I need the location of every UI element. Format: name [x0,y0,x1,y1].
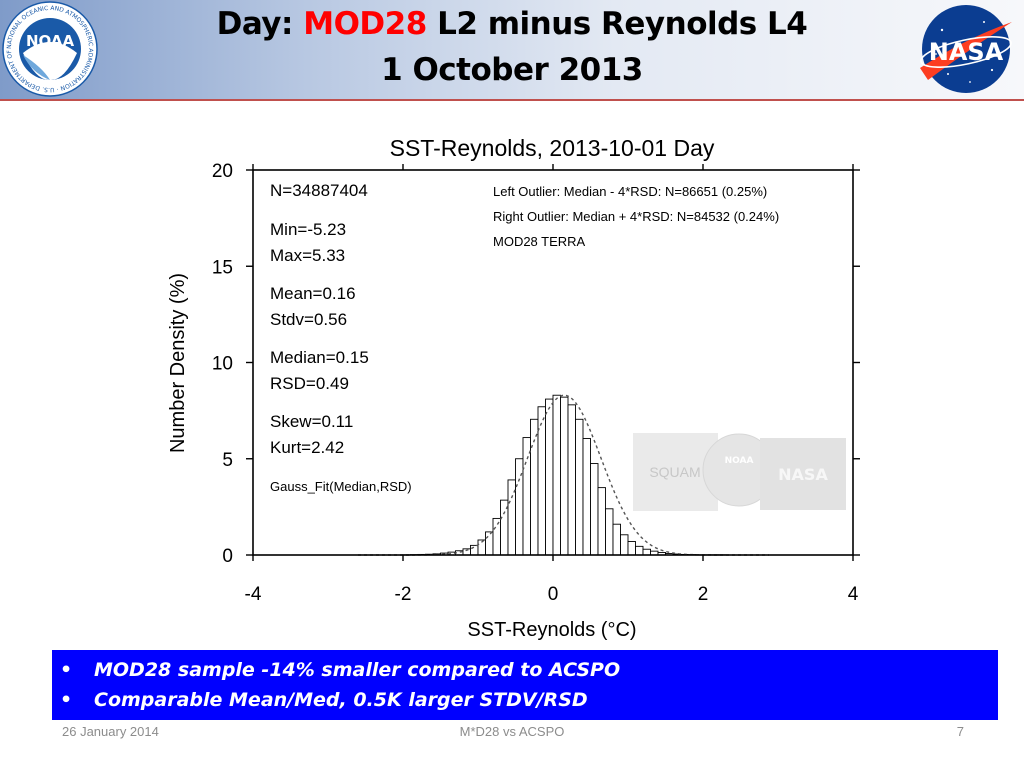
stat-label: Stdv=0.56 [270,310,347,329]
slide-header [0,0,1024,100]
nasa-watermark-text: NASA [778,465,828,484]
nasa-watermark-logo [760,438,846,510]
histogram-bar [492,517,501,556]
chart-title: SST-Reynolds, 2013-10-01 Day [390,135,715,161]
bullet-marker: • [60,689,73,711]
stat-label: N=34887404 [270,181,368,200]
stat-label: Mean=0.16 [270,284,356,303]
bullet-item: • Comparable Mean/Med, 0.5K larger STDV/R… [60,689,588,711]
histogram-bar [620,534,629,556]
stat-label: Min=-5.23 [270,220,346,239]
stat-label: Skew=0.11 [270,412,353,431]
bullet-item: • MOD28 sample -14% smaller compared to A… [60,659,620,681]
page-number: 7 [956,724,964,739]
stats-block: N=34887404 Min=-5.23 Max=5.33 Mean=0.16 Stdv… [270,181,412,494]
bullet-text: MOD28 sample -14% smaller compared to AC… [94,659,621,681]
annotation-text: MOD28 TERRA [493,234,586,249]
y-tick-label: 10 [212,354,233,375]
y-axis-label: Number Density (%) [167,273,189,453]
histogram-bar [485,531,494,556]
title-highlight: MOD28 [303,6,427,42]
histogram-bar [590,463,599,556]
histogram-bars [402,394,726,556]
outlier-annotations: Left Outlier: Median - 4*RSD: N=86651 (0… [493,184,779,249]
x-tick-label: 2 [698,584,709,605]
annotation-text: Right Outlier: Median + 4*RSD: N=84532 (… [493,209,779,224]
nasa-logo: NASA [920,5,1012,93]
histogram-bar [567,404,576,556]
slide-subtitle: 1 October 2013 [381,52,643,88]
histogram-bar [627,541,636,556]
bullet-marker: • [60,659,73,681]
stat-label: Gauss_Fit(Median,RSD) [270,479,412,494]
header-divider [0,99,1024,101]
stat-label: RSD=0.49 [270,374,349,393]
noaa-logo: NATIONAL OCEANIC AND ATMOSPHERIC ADMINIS… [2,1,98,97]
histogram-bar [560,396,569,556]
summary-box: • MOD28 sample -14% smaller compared to A… [52,650,998,720]
annotation-text: Left Outlier: Median - 4*RSD: N=86651 (0… [493,184,767,199]
stat-label: Median=0.15 [270,348,369,367]
y-tick-label: 20 [212,161,233,182]
y-tick-label: 0 [222,546,233,567]
x-tick-label: -2 [395,584,412,605]
x-tick-label: -4 [245,584,262,605]
histogram-bar [545,398,554,556]
watermark-logos: SQUAM NOAA NASA [633,433,846,511]
y-axis: 0 5 10 15 20 [212,161,860,567]
noaa-logo-text: NOAA [26,32,75,50]
histogram-bar [642,548,651,556]
stat-label: Max=5.33 [270,246,345,265]
title-prefix: Day: [216,6,304,42]
histogram-bar [635,545,644,556]
bullet-text: Comparable Mean/Med, 0.5K larger STDV/RS… [94,689,588,711]
squam-logo-text: SQUAM [649,464,700,480]
histogram-bar [612,523,621,556]
histogram-bar [522,437,531,556]
noaa-watermark-text: NOAA [725,456,754,466]
x-axis: -4 -2 0 2 4 [245,164,859,605]
title-suffix: L2 minus Reynolds L4 [426,6,808,42]
footer-date: 26 January 2014 [62,724,159,739]
stat-label: Kurt=2.42 [270,438,344,457]
histogram-bar [470,544,479,556]
histogram-bar [605,508,614,556]
histogram-bar [597,487,606,556]
y-tick-label: 15 [212,257,233,278]
histogram-bar [582,438,591,556]
histogram-chart: SST-Reynolds, 2013-10-01 Day -4 -2 0 2 4 0 5 1… [167,135,860,641]
x-tick-label: 0 [548,584,559,605]
y-tick-label: 5 [222,450,233,471]
nasa-logo-text: NASA [929,38,1004,66]
histogram-bar [552,394,561,556]
x-tick-label: 4 [848,584,859,605]
histogram-bar [575,418,584,556]
slide-title: Day: MOD28 L2 minus Reynolds L4 [0,6,1024,42]
footer-title: M*D28 vs ACSPO [459,724,565,739]
x-axis-label: SST-Reynolds (°C) [467,619,636,641]
